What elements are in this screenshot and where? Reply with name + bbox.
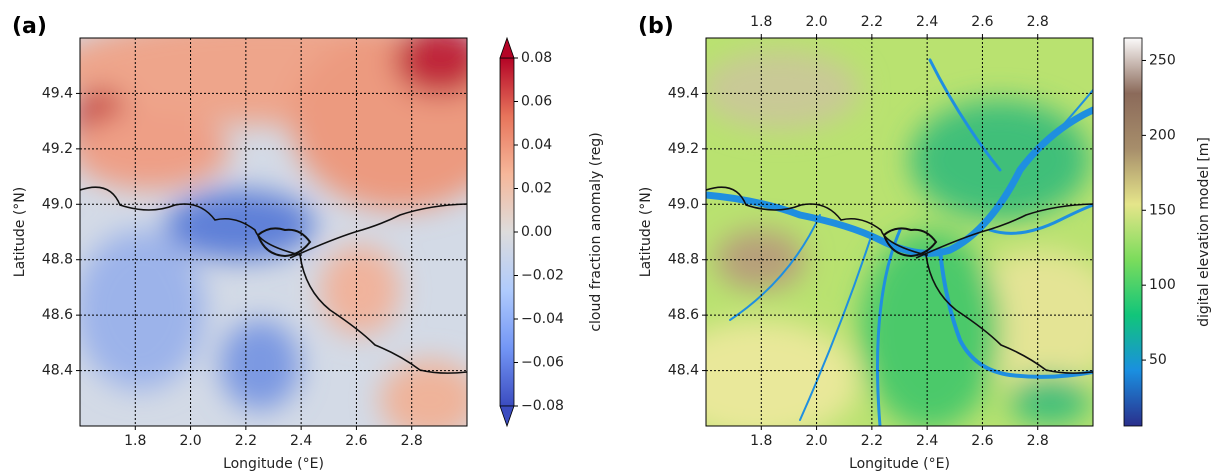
- plot-frame: [79, 37, 468, 427]
- colorbar-tick-label: −0.08: [521, 398, 564, 414]
- x-tick-label: 1.8: [124, 433, 146, 449]
- colorbar-tick-label: 200: [1149, 127, 1176, 143]
- x-tick-label: 2.4: [290, 433, 312, 449]
- x-tick-label: 2.4: [916, 14, 938, 30]
- x-tick-label: 2.8: [401, 433, 423, 449]
- colorbar: [1123, 37, 1143, 427]
- y-tick-label: 49.2: [668, 141, 699, 157]
- y-tick-label: 48.6: [668, 307, 699, 323]
- y-tick-label: 48.6: [42, 307, 73, 323]
- colorbar-tick-label: −0.02: [521, 268, 564, 284]
- colorbar-extend: [499, 405, 515, 428]
- y-axis-label: Latitude (°N): [638, 187, 654, 277]
- panel-label: (a): [12, 14, 47, 39]
- x-tick-label: 2.8: [1027, 14, 1049, 30]
- x-tick-label: 2.6: [345, 433, 367, 449]
- colorbar-tick-label: −0.06: [521, 355, 564, 371]
- y-tick-label: 48.8: [42, 252, 73, 268]
- anomaly-field: [80, 38, 467, 426]
- y-axis-label: Latitude (°N): [12, 187, 28, 277]
- y-tick-label: 48.8: [668, 252, 699, 268]
- y-tick-label: 49.2: [42, 141, 73, 157]
- y-tick-label: 49.0: [42, 196, 73, 212]
- colorbar-tick-label: 0.02: [521, 181, 552, 197]
- colorbar-tick-label: 0.00: [521, 224, 552, 240]
- colorbar-tick-label: 250: [1149, 52, 1176, 68]
- colorbar-tick-label: 0.08: [521, 50, 552, 66]
- colorbar-tick-label: 150: [1149, 202, 1176, 218]
- x-tick-label: 2.6: [971, 433, 993, 449]
- colorbar-label: cloud fraction anomaly (reg): [588, 132, 604, 331]
- colorbar-label: digital elevation model [m]: [1196, 137, 1212, 327]
- y-tick-label: 49.4: [668, 85, 699, 101]
- x-tick-label: 2.2: [235, 433, 257, 449]
- x-axis-label: Longitude (°E): [223, 456, 324, 472]
- colorbar-tick-label: 0.04: [521, 137, 552, 153]
- x-tick-label: 1.8: [750, 14, 772, 30]
- y-tick-label: 48.4: [42, 363, 73, 379]
- plot-frame: [705, 37, 1094, 427]
- y-tick-label: 48.4: [668, 363, 699, 379]
- x-tick-label: 2.2: [861, 14, 883, 30]
- x-tick-label: 2.8: [1027, 433, 1049, 449]
- x-tick-label: 2.6: [971, 14, 993, 30]
- colorbar-tick-label: 100: [1149, 277, 1176, 293]
- x-tick-label: 2.0: [179, 433, 201, 449]
- x-tick-label: 2.0: [805, 14, 827, 30]
- x-tick-label: 1.8: [750, 433, 772, 449]
- colorbar-tick-label: 50: [1149, 352, 1167, 368]
- elevation-field: [706, 38, 1093, 426]
- colorbar-tick-label: 0.06: [521, 94, 552, 110]
- colorbar-tick-label: −0.04: [521, 311, 564, 327]
- x-tick-label: 2.0: [805, 433, 827, 449]
- x-tick-label: 2.2: [861, 433, 883, 449]
- x-axis-label: Longitude (°E): [849, 456, 950, 472]
- colorbar-extend: [499, 36, 515, 59]
- x-tick-label: 2.4: [916, 433, 938, 449]
- panel-label: (b): [638, 14, 674, 39]
- y-tick-label: 49.4: [42, 85, 73, 101]
- y-tick-label: 49.0: [668, 196, 699, 212]
- colorbar: [499, 57, 515, 407]
